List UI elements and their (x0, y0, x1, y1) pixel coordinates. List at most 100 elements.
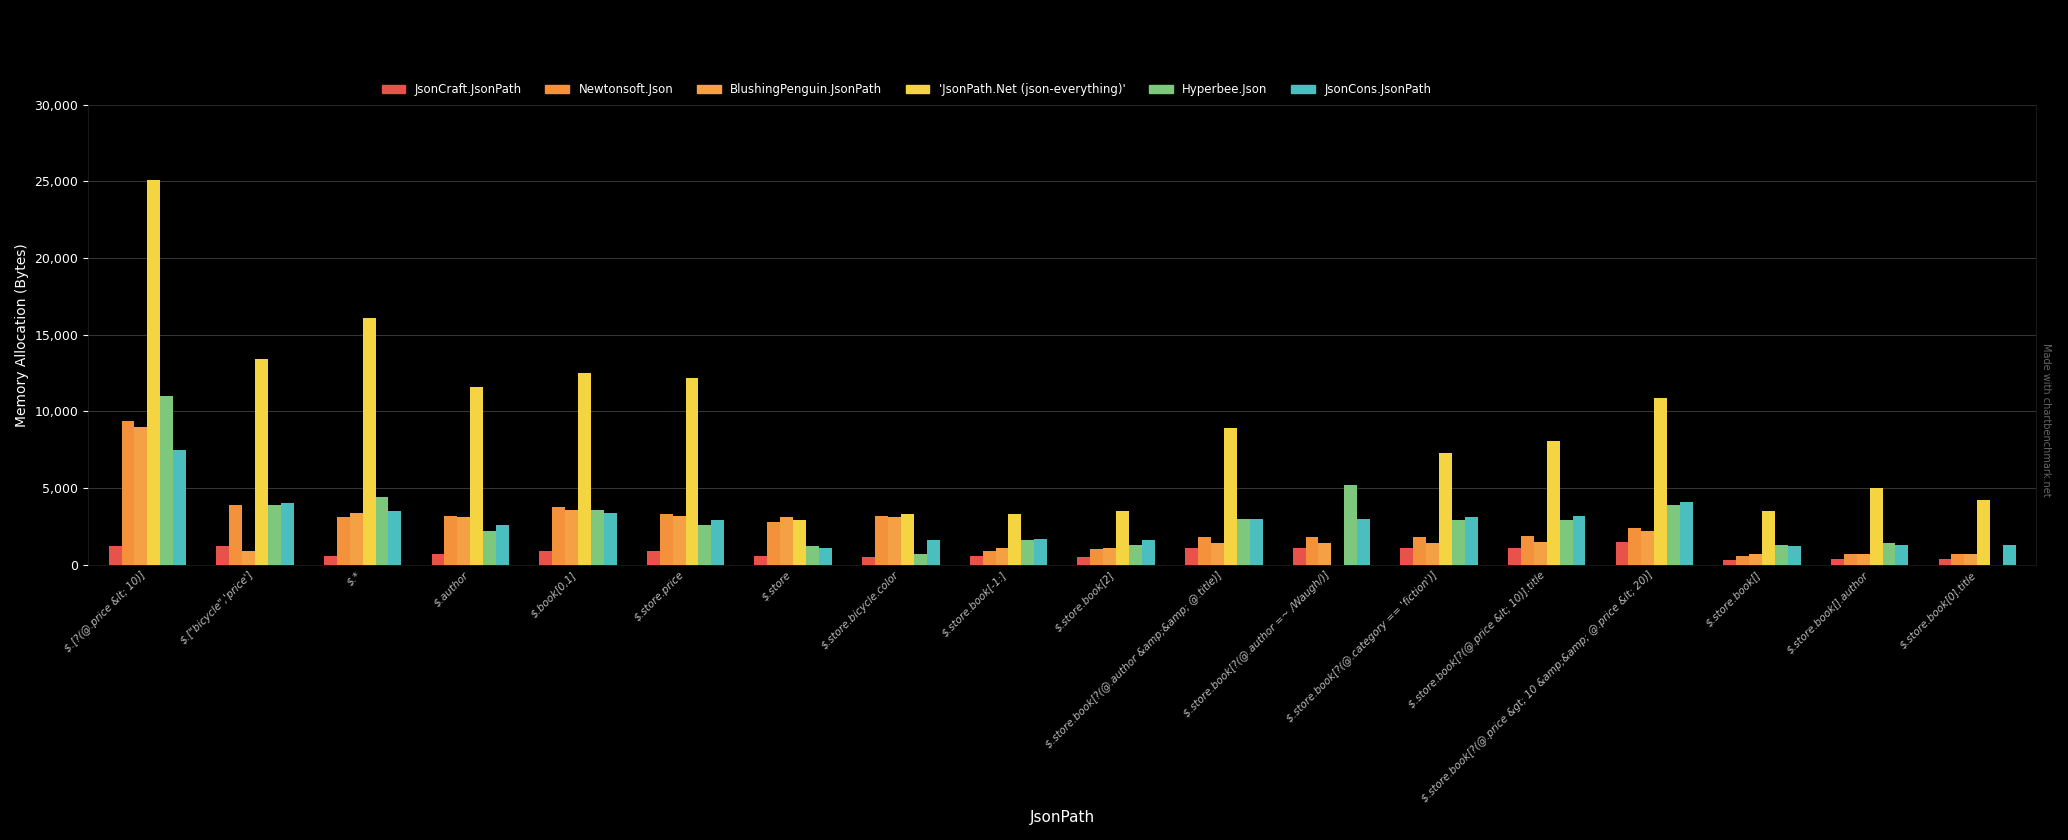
Bar (217, 547, 230, 564)
Bar (1305, 538, 1319, 564)
Bar (660, 514, 672, 564)
Bar (1102, 548, 1117, 564)
Bar (1762, 512, 1774, 564)
Bar (1520, 536, 1534, 564)
Bar (982, 551, 995, 564)
Bar (254, 360, 269, 564)
Bar (445, 516, 457, 564)
Bar (1896, 545, 1909, 564)
Bar (1830, 559, 1845, 564)
Bar (1439, 453, 1452, 564)
Bar (1400, 548, 1412, 564)
Bar (540, 551, 552, 564)
Bar (1615, 542, 1628, 564)
Bar (469, 387, 484, 564)
Bar (1022, 540, 1034, 564)
Bar (362, 318, 376, 564)
Bar (1249, 519, 1264, 564)
Bar (807, 547, 819, 564)
Bar (604, 512, 616, 564)
Bar (1224, 428, 1237, 564)
Bar (1869, 488, 1882, 564)
Bar (1667, 505, 1679, 564)
Bar (995, 548, 1009, 564)
Bar (780, 517, 794, 564)
Bar (1129, 545, 1142, 564)
Bar (161, 396, 174, 564)
Bar (1977, 501, 1989, 564)
Bar (1090, 549, 1102, 564)
Bar (281, 503, 294, 564)
Text: Made with chartbenchmark.net: Made with chartbenchmark.net (2041, 344, 2051, 496)
Bar (1857, 554, 1869, 564)
Bar (565, 510, 577, 564)
Bar (1009, 514, 1022, 564)
Bar (174, 449, 186, 564)
Bar (1197, 538, 1212, 564)
Bar (376, 497, 389, 564)
Bar (1642, 531, 1654, 564)
Bar (134, 427, 147, 564)
Bar (577, 373, 591, 564)
Bar (349, 512, 362, 564)
Bar (755, 555, 767, 564)
Bar (672, 516, 687, 564)
Bar (1882, 543, 1896, 564)
Bar (496, 525, 509, 564)
Bar (1938, 559, 1952, 564)
Bar (902, 514, 914, 564)
Bar (389, 512, 401, 564)
Bar (110, 547, 122, 564)
Bar (1212, 543, 1224, 564)
Bar (337, 517, 349, 564)
Bar (1628, 528, 1642, 564)
Bar (819, 548, 831, 564)
Bar (1344, 485, 1357, 564)
Bar (862, 557, 875, 564)
Bar (122, 421, 134, 564)
Bar (794, 520, 807, 564)
Bar (242, 551, 254, 564)
Bar (1237, 519, 1249, 564)
Bar (1952, 554, 1965, 564)
Bar (1534, 542, 1547, 564)
Bar (1750, 554, 1762, 564)
Bar (1547, 441, 1559, 564)
Bar (1319, 543, 1332, 564)
Bar (687, 378, 699, 564)
Y-axis label: Memory Allocation (Bytes): Memory Allocation (Bytes) (14, 243, 29, 427)
Bar (699, 525, 711, 564)
Bar (1679, 502, 1694, 564)
Bar (457, 517, 469, 564)
Bar (1737, 555, 1750, 564)
Bar (147, 180, 161, 564)
Bar (1185, 548, 1197, 564)
Bar (1774, 545, 1789, 564)
Bar (711, 520, 724, 564)
Bar (1789, 547, 1801, 564)
Bar (1965, 554, 1977, 564)
Bar (230, 505, 242, 564)
Bar (1357, 519, 1371, 564)
Bar (1412, 538, 1427, 564)
X-axis label: JsonPath: JsonPath (1030, 810, 1094, 825)
Bar (591, 510, 604, 564)
Bar (1572, 516, 1586, 564)
Bar (325, 555, 337, 564)
Bar (1117, 512, 1129, 564)
Bar (432, 554, 445, 564)
Bar (552, 507, 565, 564)
Bar (767, 522, 780, 564)
Bar (1034, 538, 1046, 564)
Bar (1464, 517, 1479, 564)
Bar (1654, 397, 1667, 564)
Bar (875, 516, 887, 564)
Bar (1292, 548, 1305, 564)
Bar (970, 555, 982, 564)
Bar (269, 505, 281, 564)
Bar (484, 531, 496, 564)
Bar (647, 551, 660, 564)
Bar (1077, 557, 1090, 564)
Bar (2004, 545, 2016, 564)
Bar (1845, 554, 1857, 564)
